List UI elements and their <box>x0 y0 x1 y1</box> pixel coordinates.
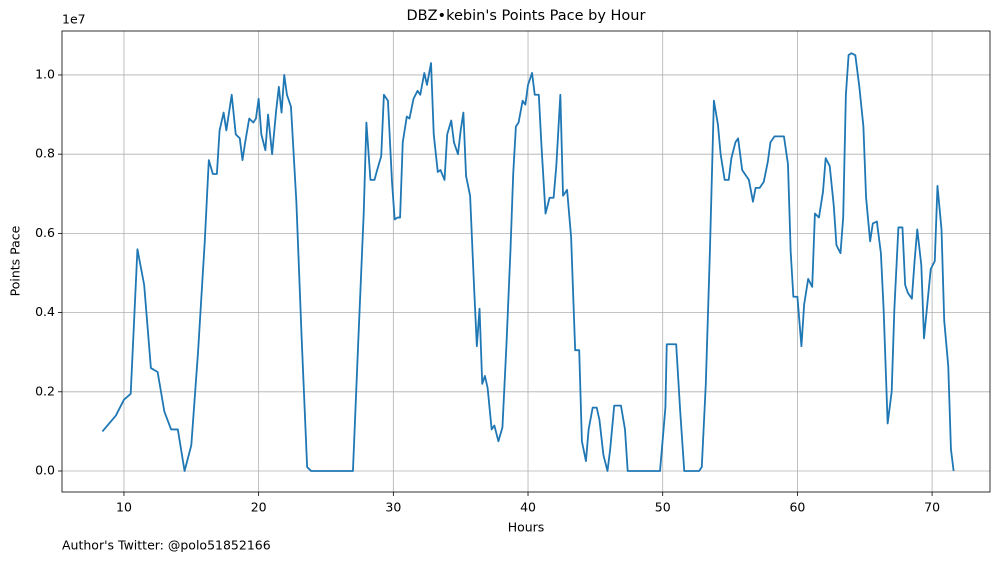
x-axis-label: Hours <box>508 520 545 535</box>
y-tick-label: 1.0 <box>35 66 55 81</box>
x-tick-label: 30 <box>385 500 401 515</box>
y-axis-label: Points Pace <box>8 225 23 296</box>
x-tick-label: 70 <box>924 500 940 515</box>
y-tick-label: 0.0 <box>35 463 55 478</box>
x-tick-label: 10 <box>116 500 132 515</box>
plot-frame <box>61 30 991 493</box>
y-tick-label: 0.2 <box>35 383 55 398</box>
x-tick-label: 20 <box>251 500 267 515</box>
chart-title: DBZ•kebin's Points Pace by Hour <box>407 8 646 24</box>
x-tick-label: 50 <box>655 500 671 515</box>
y-tick-label: 0.8 <box>35 146 55 161</box>
x-tick-label: 60 <box>789 500 805 515</box>
y-tick-label: 0.4 <box>35 304 55 319</box>
x-tick-label: 40 <box>520 500 536 515</box>
footer: Author's Twitter: @polo51852166 <box>62 538 271 553</box>
data-line <box>101 52 955 472</box>
y-offset-label: 1e7 <box>62 12 86 27</box>
y-tick-label: 0.6 <box>35 225 55 240</box>
